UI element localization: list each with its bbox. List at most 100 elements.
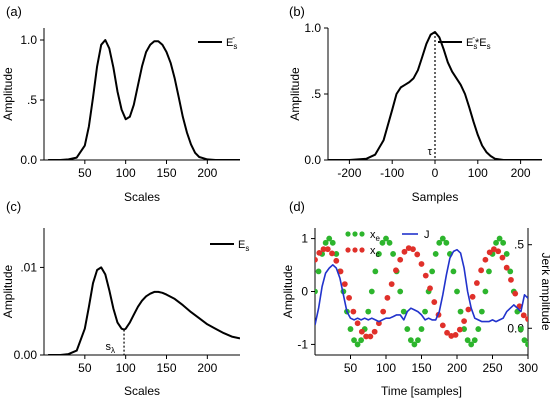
data-point xyxy=(457,308,464,315)
data-point xyxy=(354,341,361,348)
data-point xyxy=(418,261,425,267)
legend-swatch-dot xyxy=(352,231,358,237)
data-point xyxy=(315,288,318,295)
data-point xyxy=(499,254,506,261)
series-xc xyxy=(315,245,528,340)
y-tick-label: .5 xyxy=(311,87,321,101)
y-axis-label: Amplitude xyxy=(1,265,15,319)
x-tick-label: 200 xyxy=(511,166,531,180)
data-point xyxy=(486,249,493,256)
data-point xyxy=(525,341,528,348)
data-point xyxy=(363,333,370,340)
data-point xyxy=(386,239,393,246)
data-point xyxy=(320,246,327,253)
panel-label: (b) xyxy=(289,4,305,19)
data-point xyxy=(503,264,510,271)
data-point xyxy=(322,239,329,246)
data-point xyxy=(358,328,365,335)
data-point xyxy=(384,294,391,301)
data-point xyxy=(432,251,439,257)
x-tick-label: 0 xyxy=(432,166,439,180)
series-line xyxy=(328,31,542,160)
data-point xyxy=(473,280,480,286)
x-tick-label: -100 xyxy=(380,166,404,180)
y2-axis-label: Jerk amplitude xyxy=(539,252,550,330)
data-point xyxy=(482,288,489,295)
data-point xyxy=(436,239,443,246)
x-tick-label: 100 xyxy=(116,166,136,180)
data-point xyxy=(397,288,404,295)
data-point xyxy=(376,251,382,257)
data-point xyxy=(329,250,335,257)
data-point xyxy=(468,341,475,348)
data-point xyxy=(439,235,446,242)
legend-swatch-dot xyxy=(359,231,365,237)
y-tick-label: 0.0 xyxy=(304,153,321,167)
legend-label: J xyxy=(424,229,430,241)
legend-swatch-dot xyxy=(345,247,351,253)
data-point xyxy=(371,328,378,335)
data-point xyxy=(341,281,348,287)
legend-label: xe xyxy=(370,229,381,243)
y-axis-label: Amplitude xyxy=(1,67,15,121)
series-xe xyxy=(315,235,528,348)
x-tick-label: 200 xyxy=(197,361,217,375)
annotation-label: sλ xyxy=(106,341,116,355)
y-axis-label: Amplitude xyxy=(281,265,295,319)
data-point xyxy=(400,308,407,315)
data-point xyxy=(316,249,323,256)
data-point xyxy=(415,337,421,344)
data-point xyxy=(503,251,510,257)
data-point xyxy=(329,239,336,246)
data-point xyxy=(508,276,514,283)
x-tick-label: 50 xyxy=(78,361,92,375)
data-point xyxy=(482,256,489,263)
data-point xyxy=(337,268,344,275)
panel-label: (a) xyxy=(6,4,22,19)
data-point xyxy=(404,326,411,332)
data-point xyxy=(410,246,416,253)
data-point xyxy=(443,239,450,246)
data-point xyxy=(315,256,318,263)
y-tick-label: .01 xyxy=(20,260,37,274)
legend-swatch-dot xyxy=(359,247,365,253)
data-point xyxy=(469,293,476,300)
x-tick-label: -200 xyxy=(337,166,361,180)
data-point xyxy=(461,318,467,325)
y-tick-label: 1 xyxy=(301,232,308,246)
data-point xyxy=(450,268,457,275)
data-point xyxy=(431,299,438,305)
data-point xyxy=(397,256,404,263)
data-point xyxy=(372,268,379,275)
data-point xyxy=(347,326,354,332)
data-point xyxy=(464,337,471,344)
y-tick-label: 1.0 xyxy=(304,21,321,35)
data-point xyxy=(401,248,408,255)
data-point xyxy=(326,235,333,242)
x-tick-label: 150 xyxy=(156,361,176,375)
data-point xyxy=(365,308,372,315)
y-tick-label: 0.0 xyxy=(20,153,37,167)
x-tick-label: 100 xyxy=(116,361,136,375)
legend-swatch-dot xyxy=(345,231,351,237)
data-point xyxy=(512,290,519,297)
panel-label: (d) xyxy=(289,199,305,214)
data-point xyxy=(315,268,322,275)
x-tick-label: 150 xyxy=(156,166,176,180)
data-point xyxy=(351,337,357,344)
x-tick-label: 250 xyxy=(482,361,502,375)
data-point xyxy=(520,312,527,319)
y-tick-label: 0.00 xyxy=(14,348,38,362)
legend-label: Es-*Es xyxy=(466,33,491,51)
chart-panel-b: (b) -200 -100 0 100 200 0.0 .5 1.0 Samples Amplitu… xyxy=(288,4,542,204)
data-point xyxy=(350,308,357,315)
series-line xyxy=(48,266,240,355)
annotation-label: τ xyxy=(428,146,433,158)
legend-label: Es- xyxy=(226,33,237,51)
data-point xyxy=(495,248,502,255)
data-point xyxy=(368,288,375,295)
data-point xyxy=(500,239,507,246)
data-point xyxy=(376,320,382,327)
data-point xyxy=(388,281,395,287)
